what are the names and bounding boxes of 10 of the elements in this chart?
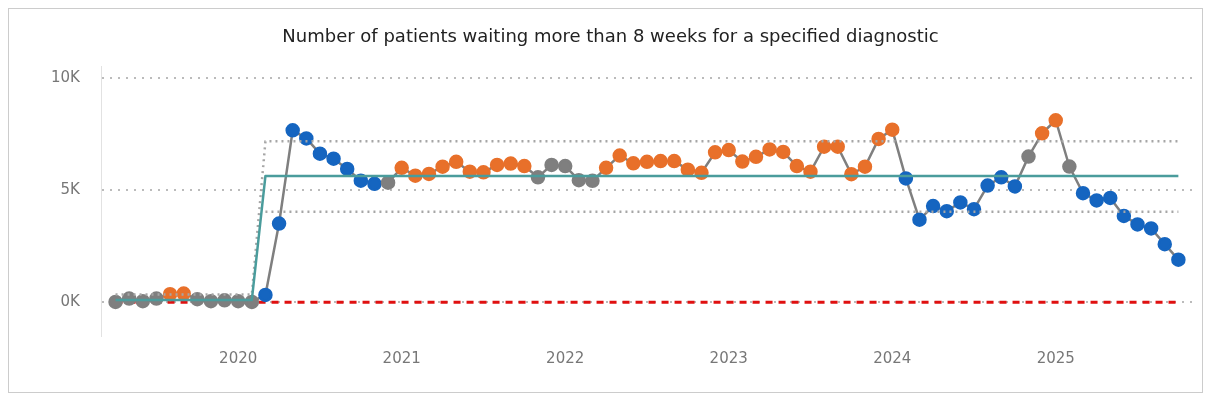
x-tick-label: 2022 — [546, 348, 585, 367]
x-tick-label: 2020 — [219, 348, 258, 367]
x-tick-label: 2021 — [382, 348, 421, 367]
chart-title: Number of patients waiting more than 8 weeks for a specified diagnostic — [282, 25, 939, 47]
x-tick-label: 2023 — [709, 348, 748, 367]
y-tick-label: 0K — [60, 292, 82, 311]
y-tick-label: 5K — [60, 179, 82, 198]
y-tick-label: 10K — [50, 67, 82, 86]
x-tick-label: 2024 — [873, 348, 912, 367]
x-tick-label: 2025 — [1036, 348, 1075, 367]
